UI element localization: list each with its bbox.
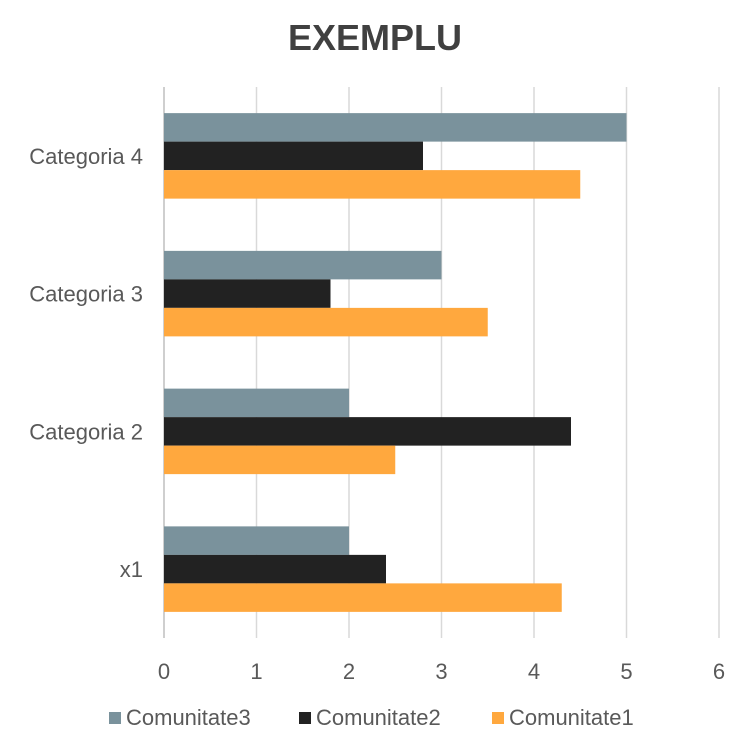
bar-comunitate3-categoria-2 [164,388,349,418]
x-tick-label: 3 [435,659,447,684]
bar-comunitate1-categoria-4 [164,170,581,199]
x-tick-label: 1 [250,659,262,684]
legend-label-comunitate3: Comunitate3 [126,705,251,730]
legend-swatch-comunitate2 [299,712,311,724]
x-tick-label: 6 [713,659,725,684]
bar-comunitate2-categoria-4 [164,141,423,171]
legend: Comunitate3 Comunitate2 Comunitate1 [109,705,634,730]
x-tick-label: 5 [620,659,632,684]
legend-label-comunitate1: Comunitate1 [509,705,634,730]
x-tick-label: 4 [528,659,540,684]
bar-comunitate2-x1 [164,554,386,584]
bar-comunitate1-categoria-3 [164,307,488,337]
y-axis-categories: x1 Categoria 2 Categoria 3 Categoria 4 [29,144,143,582]
x-axis-ticks: 0 1 2 3 4 5 6 [158,659,725,684]
y-category-label: Categoria 4 [29,144,143,169]
bar-comunitate2-categoria-3 [164,279,331,308]
legend-swatch-comunitate3 [109,712,121,724]
x-tick-label: 2 [343,659,355,684]
chart-title: EXEMPLU [288,17,462,58]
x-tick-label: 0 [158,659,170,684]
bars [164,113,627,612]
bar-comunitate3-x1 [164,526,349,555]
bar-comunitate3-categoria-4 [164,113,627,142]
y-category-label: Categoria 2 [29,419,143,444]
bar-comunitate3-categoria-3 [164,250,442,280]
y-category-label: x1 [120,557,143,582]
bar-comunitate1-x1 [164,583,562,612]
bar-comunitate1-categoria-2 [164,445,396,475]
legend-swatch-comunitate1 [492,712,504,724]
bar-comunitate2-categoria-2 [164,417,571,446]
y-category-label: Categoria 3 [29,282,143,307]
legend-label-comunitate2: Comunitate2 [316,705,441,730]
